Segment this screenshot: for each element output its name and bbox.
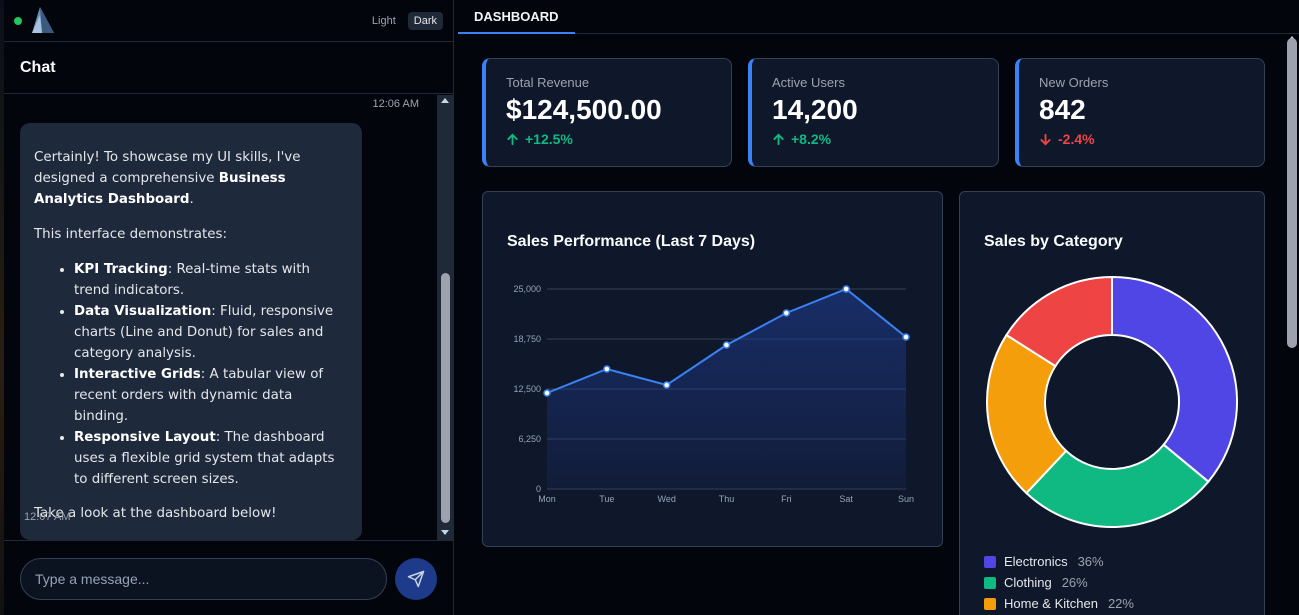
x-tick-label: Sun bbox=[898, 494, 914, 504]
theme-switcher: Light Dark bbox=[366, 12, 443, 30]
category-donut-chart bbox=[986, 275, 1238, 528]
arrow-up-icon bbox=[507, 133, 518, 145]
legend-swatch bbox=[984, 576, 996, 589]
theme-dark-button[interactable]: Dark bbox=[407, 12, 443, 30]
send-button[interactable] bbox=[395, 558, 437, 600]
scroll-up-icon[interactable] bbox=[441, 98, 449, 103]
legend-swatch bbox=[984, 597, 996, 610]
kpi-label: New Orders bbox=[1039, 75, 1109, 90]
data-point[interactable] bbox=[842, 285, 850, 293]
y-tick-label: 12,500 bbox=[513, 384, 541, 394]
x-tick-label: Mon bbox=[538, 494, 556, 504]
message-intro: Certainly! To showcase my UI skills, I'v… bbox=[34, 150, 301, 207]
kpi-label: Active Users bbox=[772, 75, 845, 90]
legend-value: 26% bbox=[1061, 575, 1088, 590]
tab-bar: DASHBOARD bbox=[458, 0, 1299, 34]
legend-swatch bbox=[984, 555, 996, 568]
message-composer bbox=[4, 540, 454, 615]
sales-line-chart: 0 6,250 12,500 18,750 25,000 Mon Tue Wed Thu Fri S… bbox=[513, 284, 914, 504]
donut-legend: Electronics 36% Clothing 26% Home & Kitchen 2… bbox=[984, 551, 1134, 615]
legend-item[interactable]: Home & Kitchen 22% bbox=[984, 593, 1134, 614]
x-tick-label: Sat bbox=[839, 494, 853, 504]
kpi-card-revenue: Total Revenue $124,500.00 +12.5% bbox=[482, 58, 732, 167]
kpi-card-users: Active Users 14,200 +8.2% bbox=[748, 58, 999, 167]
tab-dashboard[interactable]: DASHBOARD bbox=[458, 0, 575, 34]
online-status-icon bbox=[14, 17, 22, 25]
series-area bbox=[547, 289, 906, 489]
legend-label: Electronics bbox=[1004, 554, 1068, 569]
app-logo-icon bbox=[32, 7, 54, 33]
message-bullet-list: KPI Tracking: Real-time stats with trend… bbox=[74, 259, 348, 490]
message-timestamp: 12:06 AM bbox=[372, 98, 419, 110]
legend-item[interactable]: Clothing 26% bbox=[984, 572, 1134, 593]
bullet-item: Interactive Grids: A tabular view of rec… bbox=[74, 364, 348, 427]
x-tick-label: Tue bbox=[599, 494, 614, 504]
donut-slice[interactable] bbox=[986, 333, 1068, 495]
data-point[interactable] bbox=[603, 365, 611, 373]
legend-label: Clothing bbox=[1004, 575, 1052, 590]
bullet-item: KPI Tracking: Real-time stats with trend… bbox=[74, 259, 348, 301]
data-point[interactable] bbox=[662, 381, 671, 389]
send-icon bbox=[407, 570, 425, 588]
kpi-value: $124,500.00 bbox=[506, 94, 662, 125]
y-tick-label: 6,250 bbox=[518, 434, 541, 444]
x-tick-label: Wed bbox=[657, 494, 675, 504]
x-tick-label: Thu bbox=[719, 494, 735, 504]
data-point[interactable] bbox=[782, 309, 791, 317]
scroll-thumb[interactable] bbox=[441, 273, 450, 523]
kpi-label: Total Revenue bbox=[506, 75, 590, 90]
legend-label: Home & Kitchen bbox=[1004, 596, 1098, 611]
kpi-trend: +12.5% bbox=[506, 131, 711, 147]
bullet-item: Data Visualization: Fluid, responsive ch… bbox=[74, 301, 348, 364]
scroll-thumb[interactable] bbox=[1287, 38, 1297, 348]
sales-by-category-card: Sales by Category Electronics 36% Clothing… bbox=[959, 191, 1265, 615]
y-tick-label: 18,750 bbox=[513, 334, 541, 344]
kpi-trend: +8.2% bbox=[772, 131, 978, 147]
message-list: 12:06 AM Certainly! To showcase my UI sk… bbox=[4, 95, 437, 540]
legend-value: 36% bbox=[1077, 554, 1104, 569]
message-lead: This interface demonstrates: bbox=[34, 227, 227, 242]
donut-slice[interactable] bbox=[1111, 275, 1238, 484]
chat-toolbar: Light Dark bbox=[4, 0, 453, 42]
donut-slice[interactable] bbox=[1025, 443, 1210, 528]
donut-chart-title: Sales by Category bbox=[984, 233, 1123, 250]
y-tick-label: 0 bbox=[536, 484, 541, 494]
arrow-down-icon bbox=[1040, 133, 1051, 145]
dashboard-scrollbar[interactable] bbox=[1285, 34, 1299, 615]
dashboard-panel: DASHBOARD Total Revenue $124,500.00 +12.… bbox=[458, 0, 1299, 615]
data-point[interactable] bbox=[543, 389, 551, 397]
message-closing: Take a look at the dashboard below! bbox=[34, 506, 277, 521]
kpi-value: 14,200 bbox=[772, 94, 858, 125]
kpi-trend: -2.4% bbox=[1039, 131, 1244, 147]
theme-light-button[interactable]: Light bbox=[371, 15, 396, 27]
x-tick-label: Fri bbox=[781, 494, 792, 504]
message-timestamp: 12:07 AM bbox=[24, 511, 71, 523]
assistant-message: Certainly! To showcase my UI skills, I'v… bbox=[20, 123, 362, 540]
bullet-item: Responsive Layout: The dashboard uses a … bbox=[74, 427, 348, 490]
chat-panel: Light Dark Chat 12:06 AM Certainly! To s… bbox=[4, 0, 454, 615]
data-point[interactable] bbox=[902, 333, 910, 341]
donut-slice[interactable] bbox=[1005, 275, 1113, 368]
background-strip bbox=[0, 0, 4, 615]
message-input[interactable] bbox=[20, 558, 387, 600]
arrow-up-icon bbox=[773, 133, 784, 145]
kpi-value: 842 bbox=[1039, 94, 1086, 125]
kpi-card-orders: New Orders 842 -2.4% bbox=[1015, 58, 1265, 167]
y-tick-label: 25,000 bbox=[513, 284, 541, 294]
sales-performance-card: Sales Performance (Last 7 Days) 0 6,250 12… bbox=[482, 191, 943, 547]
scroll-down-icon[interactable] bbox=[441, 530, 449, 535]
legend-item[interactable]: Electronics 36% bbox=[984, 551, 1134, 572]
legend-value: 22% bbox=[1107, 596, 1134, 611]
chat-scrollbar[interactable] bbox=[437, 95, 454, 540]
line-chart-title: Sales Performance (Last 7 Days) bbox=[507, 233, 756, 250]
data-point[interactable] bbox=[722, 341, 731, 349]
chat-title: Chat bbox=[4, 42, 453, 94]
